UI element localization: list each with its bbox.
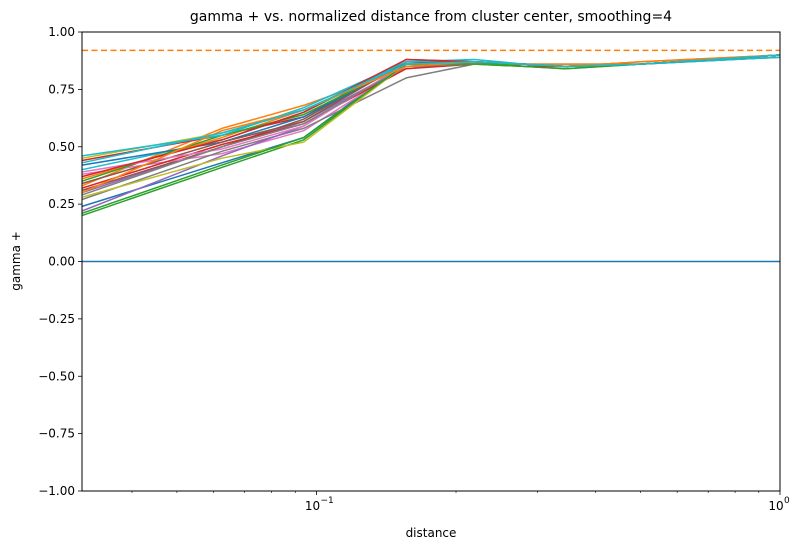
y-tick-label: 0.75 (48, 82, 75, 96)
series-line-16 (81, 54, 781, 185)
y-tick-label: −1.00 (38, 484, 75, 498)
x-tick-label: 10 (305, 499, 320, 513)
series-line-3 (81, 54, 781, 217)
x-tick-exponent: −1 (320, 496, 333, 506)
x-axis-ticks: 10 −1 10 0 (131, 491, 790, 513)
y-tick-label: 1.00 (48, 25, 75, 39)
y-tick-label: 0.50 (48, 140, 75, 154)
y-axis-title: gamma + (9, 231, 23, 291)
x-tick-exponent: 0 (784, 496, 790, 506)
series-line-22 (81, 54, 781, 215)
series-line-15 (81, 54, 781, 212)
x-tick-label: 10 (768, 499, 783, 513)
y-tick-label: 0.00 (48, 255, 75, 269)
y-tick-label: −0.50 (38, 369, 75, 383)
series-line-19 (81, 54, 781, 198)
y-tick-label: −0.75 (38, 427, 75, 441)
y-tick-label: 0.25 (48, 197, 75, 211)
plot-area (81, 49, 781, 263)
series-line-13 (81, 54, 781, 182)
y-axis-ticks: −1.00 −0.75 −0.50 −0.25 0.00 0.25 0.50 0.75 1.00 (38, 25, 82, 498)
series-line-4 (81, 54, 781, 162)
y-tick-label: −0.25 (38, 312, 75, 326)
series-line-23 (81, 54, 781, 194)
chart-title: gamma + vs. normalized distance from clu… (190, 9, 672, 25)
series-line-24 (81, 54, 781, 164)
x-axis-title: distance (406, 526, 457, 540)
series-line-1 (81, 54, 781, 208)
plot-frame (81, 31, 781, 492)
series-line-8 (81, 56, 781, 201)
series-line-2 (81, 54, 781, 187)
series-line-5 (81, 56, 781, 194)
